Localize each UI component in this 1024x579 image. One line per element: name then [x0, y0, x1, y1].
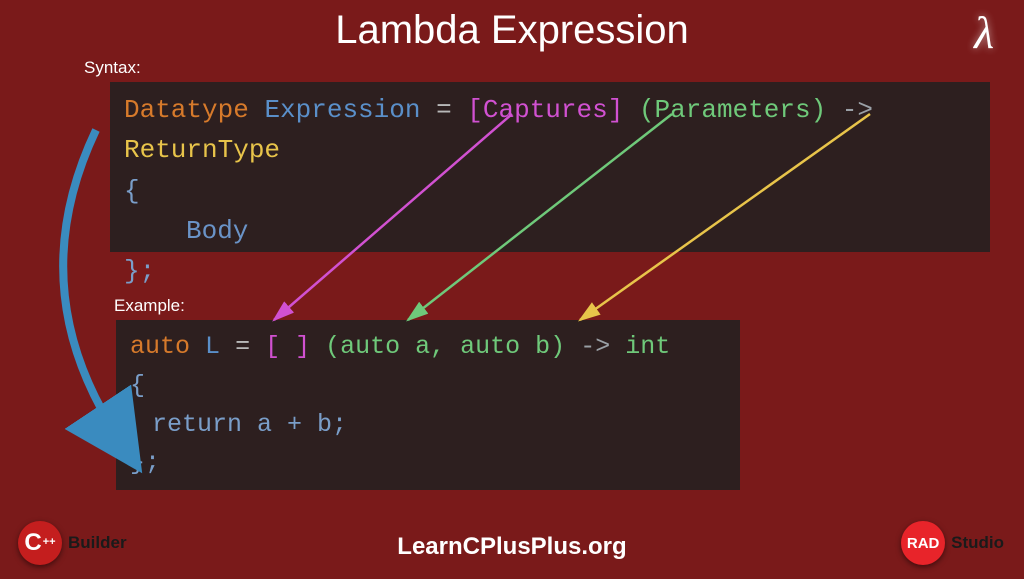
token-datatype: Datatype — [124, 95, 249, 125]
lambda-icon: λ — [974, 6, 994, 59]
ex-equals: = — [235, 332, 250, 361]
footer-site: LearnCPlusPlus.org — [0, 533, 1024, 561]
ex-auto: auto — [130, 332, 190, 361]
token-returntype: ReturnType — [124, 135, 280, 165]
ex-params: (auto a, auto b) — [325, 332, 565, 361]
ex-close-brace: }; — [130, 444, 726, 483]
syntax-codebox: Datatype Expression = [Captures] (Parame… — [110, 82, 990, 252]
token-equals: = — [436, 95, 452, 125]
token-close-brace: }; — [124, 251, 976, 291]
cpp-badge-icon: C++ — [18, 521, 62, 565]
logo-cpp-builder: C++ Builder — [18, 521, 127, 565]
token-arrow: -> — [842, 95, 873, 125]
example-label: Example: — [114, 296, 185, 316]
rad-badge-icon: RAD — [901, 521, 945, 565]
token-parameters: (Parameters) — [639, 95, 826, 125]
token-expression: Expression — [264, 95, 420, 125]
logo-rad-studio: RAD Studio — [901, 521, 1004, 565]
ex-l: L — [205, 332, 220, 361]
example-codebox: auto L = [ ] (auto a, auto b) -> int { r… — [116, 320, 740, 490]
ex-open-brace: { — [130, 367, 726, 406]
ex-captures: [ ] — [265, 332, 310, 361]
token-body: Body — [124, 211, 976, 251]
builder-text: Builder — [68, 533, 127, 553]
ex-ret: int — [625, 332, 670, 361]
ex-return-line: return a + b; — [130, 406, 726, 445]
token-open-brace: { — [124, 171, 976, 211]
page-title: Lambda Expression — [0, 0, 1024, 53]
token-captures: [Captures] — [467, 95, 623, 125]
studio-text: Studio — [951, 533, 1004, 553]
ex-arrow: -> — [580, 332, 610, 361]
syntax-label: Syntax: — [84, 58, 141, 78]
